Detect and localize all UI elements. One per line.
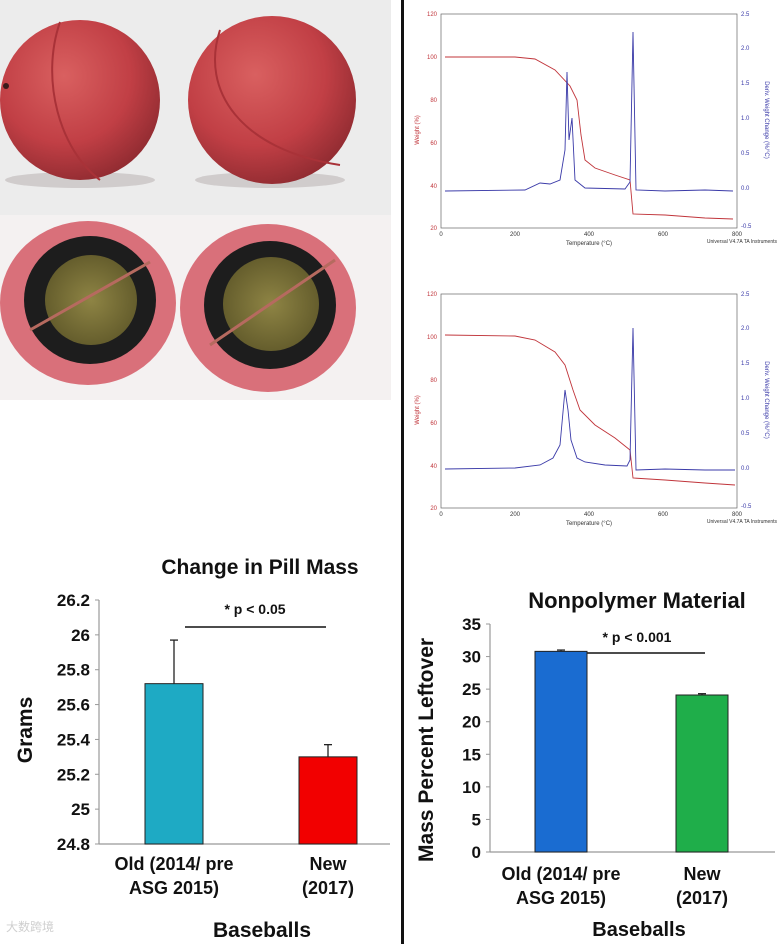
tga-left-axis-label: Weight (%)	[415, 395, 421, 425]
tga-left-tick: 20	[430, 506, 437, 512]
tga-x-tick: 800	[732, 232, 743, 238]
tga-x-tick: 200	[510, 232, 521, 238]
watermark: 大数跨境	[6, 920, 55, 934]
y-axis-label: Mass Percent Leftover	[415, 638, 438, 862]
tga-weight-curve	[444, 334, 736, 486]
chart-title: Change in Pill Mass	[161, 556, 358, 579]
y-tick-label: 26.2	[57, 591, 90, 610]
category-label: (2017)	[676, 888, 728, 908]
tga-derivative-curve	[444, 327, 735, 471]
tga-left-tick: 40	[430, 184, 437, 190]
tga-derivative-curve	[444, 31, 734, 192]
tga-right-tick: -0.5	[741, 504, 752, 510]
chart-title: Nonpolymer Material	[528, 588, 746, 613]
tga-right-tick: 0.0	[741, 466, 750, 472]
category-label: New	[309, 854, 347, 874]
tga-right-tick: 2.0	[741, 326, 750, 332]
x-axis-label: Baseballs	[213, 919, 311, 942]
bar-old	[144, 683, 204, 845]
tga-left-tick: 100	[427, 335, 438, 341]
tga-left-axis-label: Weight (%)	[415, 115, 421, 145]
pill-exterior-left	[0, 20, 160, 180]
baseball-photo	[0, 0, 391, 400]
y-tick-label: 35	[462, 615, 481, 634]
tga-left-tick: 80	[430, 98, 437, 104]
y-tick-label: 25.2	[57, 765, 90, 784]
y-tick-label: 30	[462, 648, 481, 667]
y-tick-label: 15	[462, 745, 481, 764]
nonpolymer-chart: Nonpolymer Material Mass Percent Leftove…	[405, 580, 780, 944]
tga-left-tick: 60	[430, 141, 437, 147]
tga-left-tick: 120	[427, 292, 438, 298]
category-label: (2017)	[302, 878, 354, 898]
tga-left-tick: 60	[430, 421, 437, 427]
y-tick-label: 26	[71, 626, 90, 645]
tga-right-tick: 1.0	[741, 396, 750, 402]
tga-right-tick: 0.0	[741, 186, 750, 192]
y-tick-label: 20	[462, 713, 481, 732]
pill-mass-chart: Change in Pill Mass Grams Baseballs * p …	[0, 540, 400, 944]
tga-right-tick: 1.5	[741, 81, 750, 87]
tga-left-tick: 20	[430, 226, 437, 232]
y-tick-label: 25	[71, 800, 90, 819]
y-tick-label: 5	[472, 810, 481, 829]
tga-right-tick: 1.0	[741, 116, 750, 122]
tga-right-tick: 2.5	[741, 12, 750, 18]
pill-mass-chart-svg: Change in Pill Mass Grams Baseballs * p …	[14, 556, 390, 942]
tga-right-axis-label: Deriv. Weight Change (%/°C)	[763, 81, 769, 159]
tga-right-tick: 1.5	[741, 361, 750, 367]
category-label: Old (2014/ pre	[501, 864, 620, 884]
y-tick-label: 24.8	[57, 835, 90, 854]
tga-x-tick: 400	[584, 512, 595, 518]
category-label: ASG 2015)	[516, 888, 606, 908]
tga-x-tick: 600	[658, 512, 669, 518]
tga-x-tick: 0	[439, 512, 443, 518]
tga-right-tick: -0.5	[741, 224, 752, 230]
pill-exterior-right	[188, 16, 356, 184]
tga-left-tick: 40	[430, 464, 437, 470]
tga-right-tick: 2.5	[741, 292, 750, 298]
tga-right-tick: 0.5	[741, 431, 750, 437]
category-label: New	[683, 864, 721, 884]
baseball-photo-drawing	[0, 0, 391, 400]
tga-footer: Universal V4.7A TA Instruments	[707, 239, 778, 245]
significance-annotation: * p < 0.001	[603, 629, 672, 645]
tga-right-tick: 2.0	[741, 46, 750, 52]
panel-divider	[401, 0, 404, 944]
tga-x-axis-label: Temperature (°C)	[566, 241, 612, 247]
tga-x-tick: 200	[510, 512, 521, 518]
tga-x-tick: 600	[658, 232, 669, 238]
bar-old	[534, 650, 588, 853]
y-tick-label: 25.4	[57, 730, 91, 749]
category-label: ASG 2015)	[129, 878, 219, 898]
y-axis-label: Grams	[14, 697, 37, 764]
bar-new	[298, 756, 358, 845]
y-tick-label: 10	[462, 778, 481, 797]
category-label: Old (2014/ pre	[114, 854, 233, 874]
tga-right-tick: 0.5	[741, 151, 750, 157]
y-tick-label: 25	[462, 680, 481, 699]
significance-annotation: * p < 0.05	[224, 601, 285, 617]
tga-plot-old: 120 100 80 60 40 20 Weight (%) 2.5 2.0 1…	[405, 0, 780, 250]
tga-x-tick: 0	[439, 232, 443, 238]
nonpolymer-chart-svg: Nonpolymer Material Mass Percent Leftove…	[415, 588, 775, 941]
tga-x-tick: 800	[732, 512, 743, 518]
tga-plot-new: 120 100 80 60 40 20 Weight (%) 2.5 2.0 1…	[405, 280, 780, 530]
tga-plot-frame	[440, 13, 738, 229]
tga-right-axis-label: Deriv. Weight Change (%/°C)	[763, 361, 769, 439]
tga-weight-curve	[445, 56, 734, 220]
tga-left-tick: 120	[427, 12, 438, 18]
bar-new	[675, 694, 729, 853]
tga-x-tick: 400	[584, 232, 595, 238]
y-tick-label: 25.8	[57, 661, 90, 680]
tga-left-tick: 80	[430, 378, 437, 384]
tga-plot-frame	[440, 293, 738, 509]
x-axis-label: Baseballs	[592, 919, 685, 941]
y-tick-label: 0	[472, 843, 481, 862]
y-tick-label: 25.6	[57, 696, 90, 715]
tga-footer: Universal V4.7A TA Instruments	[707, 519, 778, 525]
tga-left-tick: 100	[427, 55, 438, 61]
tga-x-axis-label: Temperature (°C)	[566, 521, 612, 527]
